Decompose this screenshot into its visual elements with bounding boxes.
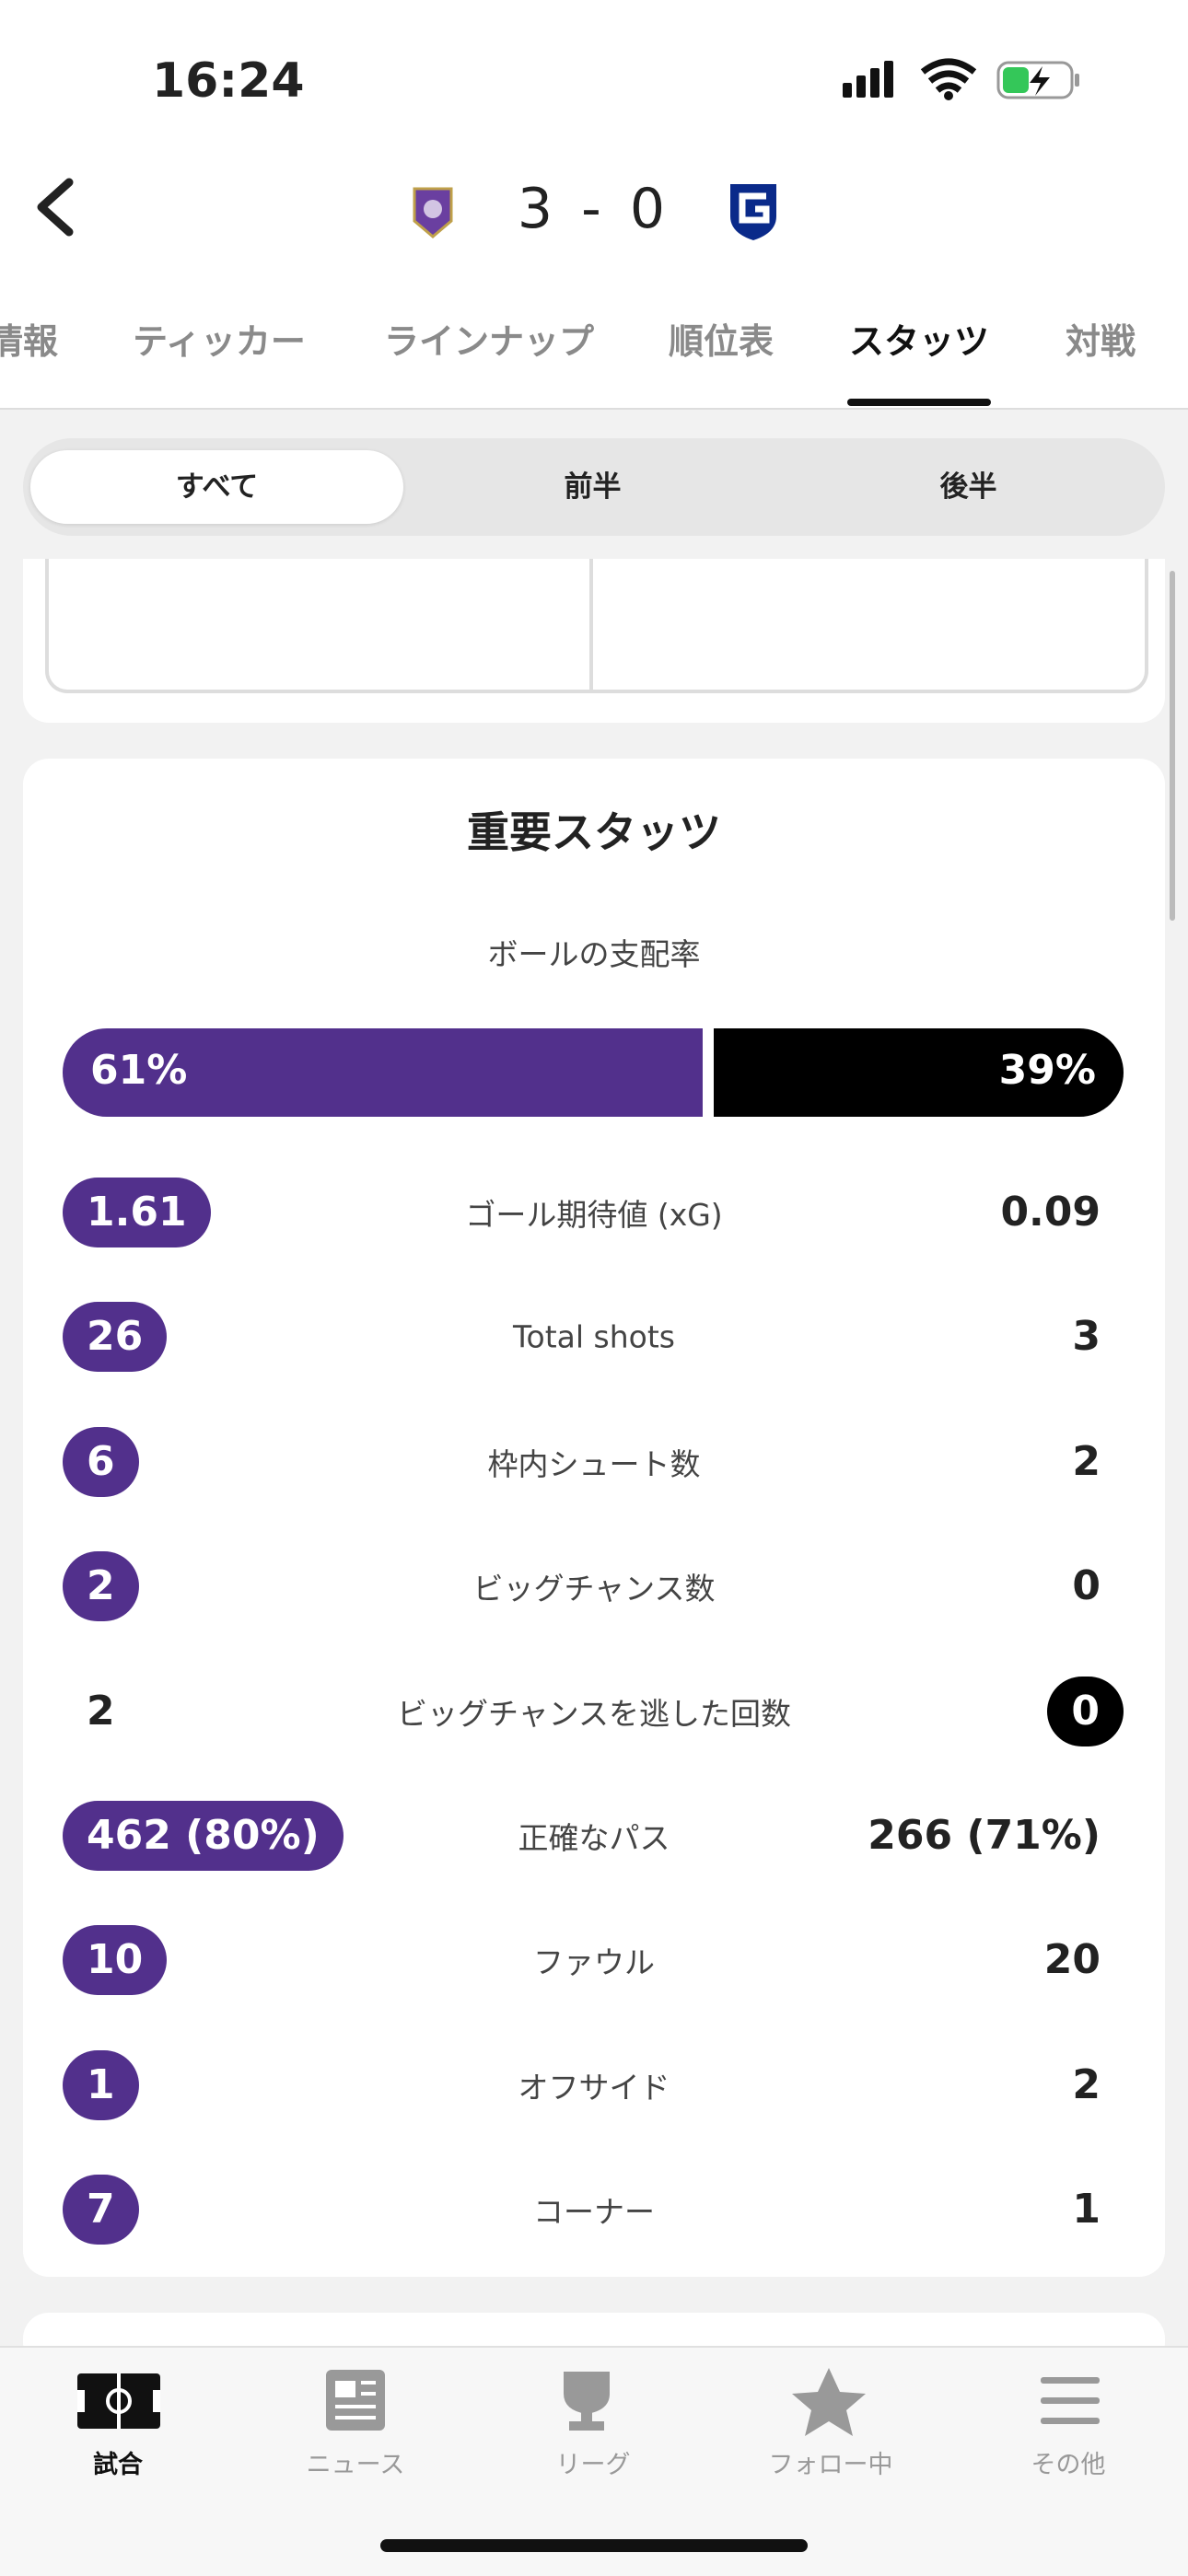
home-value: 1 (63, 2049, 139, 2120)
nav-icons (77, 2368, 1100, 2436)
segment[interactable]: すべて (30, 450, 403, 524)
away-value: 2 (1072, 2060, 1101, 2108)
stat-label: Total shots (513, 1318, 675, 1355)
segment[interactable]: 後半 (939, 470, 997, 504)
away-value: 2 (1072, 1437, 1101, 1485)
tab[interactable]: 順位表 (668, 321, 775, 362)
back-button[interactable] (32, 175, 78, 239)
stats-card: 重要スタッツ ボールの支配率 (23, 759, 1165, 2277)
tab[interactable]: ラインナップ (383, 321, 595, 362)
tab-underline (847, 399, 991, 406)
possession-value: 39% (998, 1047, 1096, 1094)
possession-value: 61% (90, 1047, 188, 1094)
status-time: 16:24 (152, 53, 305, 109)
home-team-logo[interactable] (405, 180, 460, 244)
top-bar (0, 0, 1188, 410)
previous-card (23, 559, 1165, 723)
status-icons (843, 58, 1079, 100)
stat-label: ビッグチャンス数 (472, 1571, 716, 1607)
stat-label: 正確なパス (518, 1820, 670, 1856)
possession-bar (714, 1028, 1124, 1117)
pitch-line (589, 559, 593, 690)
tab[interactable]: ティッカー (133, 321, 306, 362)
divider (0, 408, 1188, 410)
home-indicator (380, 2539, 808, 2552)
away-value: 0.09 (1000, 1189, 1101, 1236)
stat-label: 枠内シュート数 (487, 1445, 701, 1482)
nav-label[interactable]: 試合 (93, 2451, 143, 2479)
nav-label[interactable]: リーグ (555, 2451, 631, 2479)
home-value: 2 (63, 1551, 139, 1622)
stat-label: コーナー (533, 2194, 655, 2231)
away-team-logo[interactable] (726, 180, 781, 244)
away-value: 20 (1043, 1936, 1101, 1984)
nav-label[interactable]: ニュース (306, 2451, 405, 2479)
home-value: 462 (80%) (63, 1801, 344, 1871)
nav-label[interactable]: その他 (1031, 2451, 1106, 2479)
home-value: 10 (63, 1925, 168, 1996)
away-value: 1 (1072, 2186, 1101, 2234)
home-value: 1.61 (63, 1178, 211, 1247)
home-value: 7 (63, 2175, 139, 2245)
away-value: 0 (1072, 1562, 1101, 1610)
score: 3 - 0 (517, 177, 671, 241)
home-value: 6 (63, 1426, 139, 1497)
stat-label: ファウル (533, 1944, 655, 1981)
home-value: 2 (87, 1687, 115, 1735)
stat-label: ビッグチャンスを逃した回数 (396, 1695, 791, 1732)
stat-label: ゴール期待値 (xG) (465, 1197, 723, 1233)
possession-bar (63, 1028, 704, 1117)
home-value: 26 (63, 1302, 168, 1373)
tab[interactable]: 対戦 (1065, 321, 1136, 362)
stat-label: オフサイド (518, 2069, 670, 2106)
possession-label: ボールの支配率 (487, 936, 701, 972)
tab[interactable]: 情報 (0, 321, 59, 362)
card-title: 重要スタッツ (467, 807, 721, 857)
away-value: 0 (1047, 1676, 1124, 1746)
away-value: 266 (71%) (868, 1812, 1101, 1859)
nav-label[interactable]: フォロー中 (768, 2451, 893, 2479)
away-value: 3 (1072, 1313, 1101, 1361)
segment[interactable]: 前半 (564, 470, 622, 504)
scrollbar (1170, 571, 1175, 921)
tab[interactable]: スタッツ (848, 321, 990, 362)
pitch-outline (45, 559, 1148, 693)
